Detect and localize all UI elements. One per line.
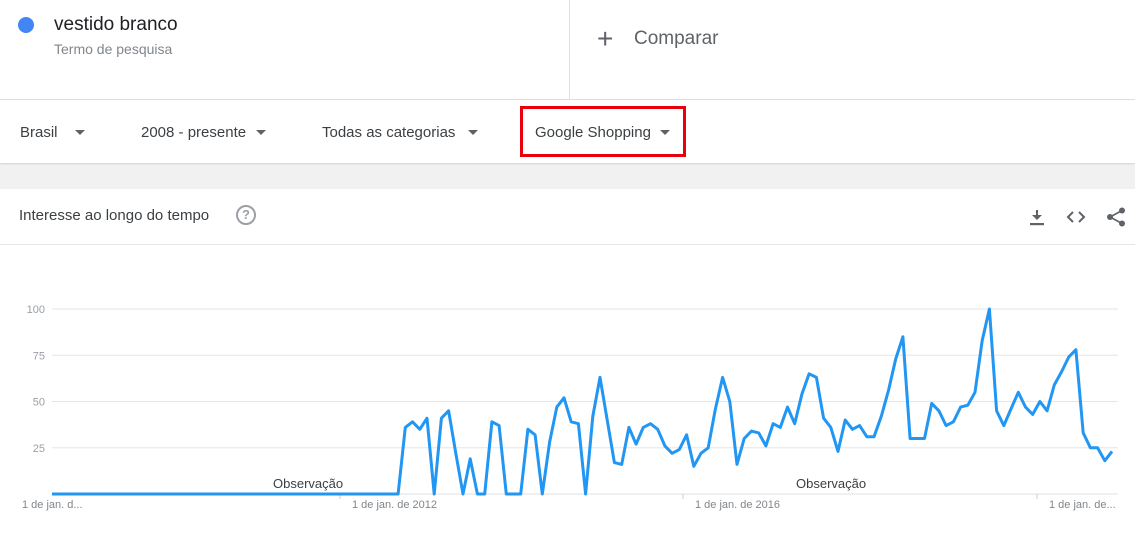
y-tick-label: 100 <box>27 304 45 316</box>
x-tick-label: 1 de jan. de 2012 <box>352 499 437 511</box>
x-tick-label: 1 de jan. de... <box>1049 499 1116 511</box>
region-filter[interactable]: Brasil <box>20 121 85 143</box>
section-divider <box>0 165 1135 189</box>
category-filter-label: Todas as categorias <box>322 123 456 141</box>
card-title: Interesse ao longo do tempo <box>19 207 210 224</box>
x-tick-label: 1 de jan. d... <box>22 499 83 511</box>
y-tick-label: 75 <box>33 350 45 362</box>
search-term-card[interactable]: vestido branco Termo de pesquisa <box>0 0 570 99</box>
interest-line-chart: 100 75 50 25 1 de jan. d... 1 de jan. de… <box>22 304 1118 511</box>
highlight-box <box>520 106 686 157</box>
tick-marks <box>339 494 1038 499</box>
interest-over-time-header: Interesse ao longo do tempo ? <box>0 189 1135 245</box>
embed-code-icon[interactable] <box>1065 206 1087 228</box>
y-axis-ticks: 100 75 50 25 <box>27 304 45 455</box>
search-term-title[interactable]: vestido branco <box>54 14 178 35</box>
search-type-filter-label: Google Shopping <box>535 123 651 141</box>
chevron-down-icon <box>468 129 479 135</box>
compare-label: Comparar <box>634 28 719 49</box>
observation-note[interactable]: Observação <box>273 476 343 491</box>
compare-button[interactable]: + Comparar <box>597 23 719 54</box>
chevron-down-icon <box>74 129 85 135</box>
search-term-bar: vestido branco Termo de pesquisa + Compa… <box>0 0 1135 100</box>
time-range-filter[interactable]: 2008 - presente <box>141 121 267 143</box>
plus-icon: + <box>597 23 614 54</box>
search-type-filter[interactable]: Google Shopping <box>535 121 670 143</box>
series-color-dot <box>18 17 34 33</box>
category-filter[interactable]: Todas as categorias <box>322 121 479 143</box>
x-axis-ticks: 1 de jan. d... 1 de jan. de 2012 1 de ja… <box>22 499 1116 511</box>
x-tick-label: 1 de jan. de 2016 <box>695 499 780 511</box>
chart-grid <box>52 308 1118 449</box>
time-range-filter-label: 2008 - presente <box>141 123 247 141</box>
help-circle-icon[interactable]: ? <box>236 205 256 225</box>
series-line-vestido-branco[interactable] <box>52 307 1114 496</box>
region-filter-label: Brasil <box>20 123 58 141</box>
download-icon[interactable] <box>1026 206 1048 228</box>
search-term-subtitle: Termo de pesquisa <box>54 41 173 57</box>
y-tick-label: 50 <box>33 397 45 409</box>
chevron-down-icon <box>659 129 670 135</box>
observation-note[interactable]: Observação <box>796 476 866 491</box>
filter-bar: Brasil 2008 - presente Todas as categori… <box>0 100 1135 164</box>
y-tick-label: 25 <box>33 443 45 455</box>
chevron-down-icon <box>256 129 267 135</box>
share-icon[interactable] <box>1105 206 1127 228</box>
